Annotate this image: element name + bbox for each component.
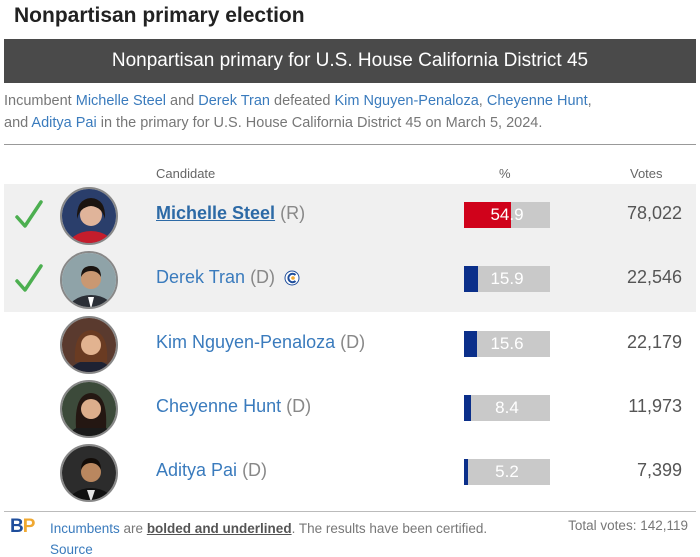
vote-count: 11,973: [628, 396, 682, 416]
percent-bar: 15.9: [464, 266, 550, 292]
source-link[interactable]: Source: [50, 542, 93, 557]
percent-bar-fill: [464, 266, 478, 292]
avatar: [60, 316, 118, 374]
candidate-name-link[interactable]: Aditya Pai: [156, 460, 238, 480]
candidate-party: (D): [340, 332, 366, 352]
endorsement-badge-icon: [284, 270, 300, 286]
total-votes: Total votes: 142,119: [568, 518, 688, 533]
incumbents-link[interactable]: Incumbents: [50, 521, 120, 536]
footer-note: Incumbents are bolded and underlined. Th…: [50, 518, 490, 557]
candidate-row: Michelle Steel (R) 54.9 78,022: [4, 184, 696, 248]
vote-count: 22,179: [626, 332, 682, 352]
candidate-row: Aditya Pai (D) 5.2 7,399: [4, 441, 696, 505]
checkmark-icon: [15, 264, 43, 292]
candidate-name-cell: Kim Nguyen-Penaloza (D): [156, 332, 365, 353]
summary-text: and: [4, 115, 32, 131]
candidate-name-cell: Cheyenne Hunt (D): [156, 396, 311, 417]
summary-text: ,: [587, 93, 592, 109]
candidate-row: Kim Nguyen-Penaloza (D) 15.6 22,179: [4, 313, 696, 377]
page-title: Nonpartisan primary election: [14, 4, 305, 27]
divider: [4, 144, 696, 145]
percent-value: 15.6: [490, 334, 524, 353]
footer-text: . The results have been certified.: [291, 521, 488, 536]
percent-value: 15.9: [490, 269, 524, 288]
candidate-party: (D): [250, 267, 276, 287]
percent-bar-fill: [464, 459, 469, 485]
summary-link-derek-tran[interactable]: Derek Tran: [198, 93, 270, 109]
summary-prefix: Incumbent: [4, 93, 76, 109]
candidate-party: (D): [242, 460, 268, 480]
summary-link-michelle-steel[interactable]: Michelle Steel: [75, 93, 167, 109]
vote-count: 22,546: [626, 267, 682, 287]
checkmark-icon: [15, 200, 43, 228]
candidate-name-link[interactable]: Derek Tran: [156, 267, 246, 287]
ballotpedia-logo: BP: [10, 516, 35, 537]
race-banner: Nonpartisan primary for U.S. House Calif…: [4, 39, 696, 83]
summary-link-cheyenne-hunt[interactable]: Cheyenne Hunt: [486, 93, 588, 109]
summary-text: and: [166, 93, 199, 109]
vote-count: 78,022: [626, 203, 682, 223]
column-header-candidate: Candidate: [156, 166, 216, 181]
candidate-name-link[interactable]: Michelle Steel: [156, 203, 276, 223]
percent-bar-fill: [464, 202, 512, 228]
percent-bar: 8.4: [464, 395, 550, 421]
summary-text: defeated: [270, 93, 335, 109]
summary-link-kim-nguyen-penaloza[interactable]: Kim Nguyen-Penaloza: [334, 93, 479, 109]
percent-value: 8.4: [495, 398, 519, 417]
avatar: [60, 187, 118, 245]
vote-count: 7,399: [636, 460, 682, 480]
race-summary: Incumbent Michelle Steel and Derek Tran …: [4, 90, 696, 134]
candidate-row: Cheyenne Hunt (D) 8.4 11,973: [4, 377, 696, 441]
percent-bar-fill: [464, 331, 478, 357]
summary-text: ,: [478, 93, 487, 109]
percent-bar: 54.9: [464, 202, 550, 228]
candidate-name-link[interactable]: Cheyenne Hunt: [156, 396, 282, 416]
candidate-name-cell: Aditya Pai (D): [156, 460, 267, 481]
summary-suffix: in the primary for U.S. House California…: [96, 115, 543, 131]
candidate-name-link[interactable]: Kim Nguyen-Penaloza: [156, 332, 336, 352]
summary-link-aditya-pai[interactable]: Aditya Pai: [31, 115, 97, 131]
avatar: [60, 251, 118, 309]
candidate-party: (R): [280, 203, 306, 223]
candidate-party: (D): [286, 396, 312, 416]
column-header-votes: Votes: [630, 166, 663, 181]
race-banner-title: Nonpartisan primary for U.S. House Calif…: [111, 50, 589, 71]
candidate-name-cell: Derek Tran (D): [156, 267, 300, 288]
candidate-name-cell: Michelle Steel (R): [156, 203, 305, 224]
avatar: [60, 444, 118, 502]
percent-value: 5.2: [495, 462, 519, 481]
divider: [4, 511, 696, 512]
column-header-percent: %: [499, 166, 511, 181]
percent-bar: 15.6: [464, 331, 550, 357]
candidate-row: Derek Tran (D) 15.9 22,546: [4, 248, 696, 312]
footer-emphasis: bolded and underlined: [146, 521, 292, 536]
percent-bar-fill: [464, 395, 472, 421]
avatar: [60, 380, 118, 438]
percent-value: 54.9: [490, 205, 524, 224]
footer-text: are: [119, 521, 147, 536]
percent-bar: 5.2: [464, 459, 550, 485]
